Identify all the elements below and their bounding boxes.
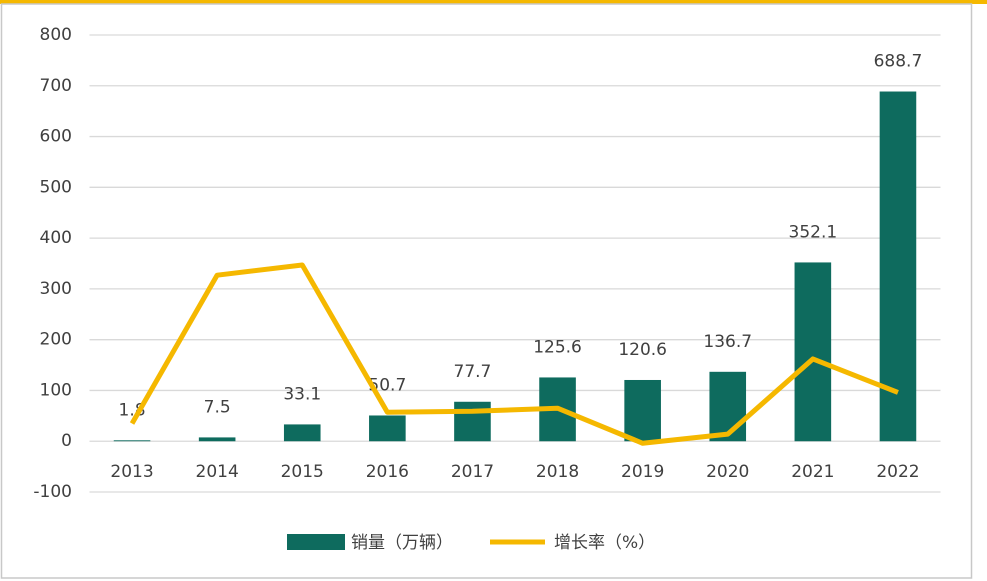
legend-label: 销量（万辆）: [351, 533, 453, 553]
y-tick-label: 100: [40, 380, 72, 400]
data-label: 7.5: [204, 397, 231, 417]
x-tick-label: 2013: [110, 462, 153, 482]
bar: [113, 440, 151, 442]
bar: [624, 379, 661, 442]
data-label: 125.6: [533, 337, 582, 357]
legend-label: 增长率（%）: [554, 533, 655, 553]
bar: [709, 371, 747, 442]
x-tick-label: 2022: [876, 462, 919, 482]
y-tick-label: 600: [40, 127, 72, 147]
data-label: 352.1: [789, 222, 838, 242]
x-tick-label: 2016: [366, 462, 409, 482]
x-tick-label: 2018: [536, 462, 579, 482]
data-label: 77.7: [454, 362, 492, 382]
bar: [198, 437, 236, 442]
line: [129, 262, 899, 446]
bar: [454, 401, 491, 442]
bar: [794, 262, 832, 442]
data-label: 50.7: [368, 375, 406, 395]
legend-swatch: [287, 534, 345, 550]
y-tick-label: 800: [40, 25, 72, 45]
y-tick-label: -100: [33, 482, 72, 502]
data-label: 688.7: [874, 52, 923, 72]
y-tick-label: 300: [40, 279, 72, 299]
y-tick-label: 400: [40, 228, 72, 248]
y-tick-label: 700: [40, 76, 72, 96]
x-tick-label: 2020: [706, 462, 749, 482]
x-tick-label: 2019: [621, 462, 664, 482]
y-tick-label: 200: [40, 330, 72, 350]
data-label: 136.7: [703, 332, 752, 352]
frame: [0, 3, 973, 579]
bar: [879, 91, 917, 442]
x-tick-label: 2014: [196, 462, 239, 482]
data-label: 120.6: [618, 340, 667, 360]
data-label: 33.1: [283, 384, 321, 404]
y-tick-label: 0: [61, 431, 72, 451]
bar: [283, 424, 321, 442]
y-tick-label: 500: [40, 177, 72, 197]
x-tick-label: 2017: [451, 462, 494, 482]
top-bar: [0, 0, 987, 4]
x-tick-label: 2021: [791, 462, 834, 482]
x-tick-label: 2015: [281, 462, 324, 482]
bar: [369, 415, 406, 442]
